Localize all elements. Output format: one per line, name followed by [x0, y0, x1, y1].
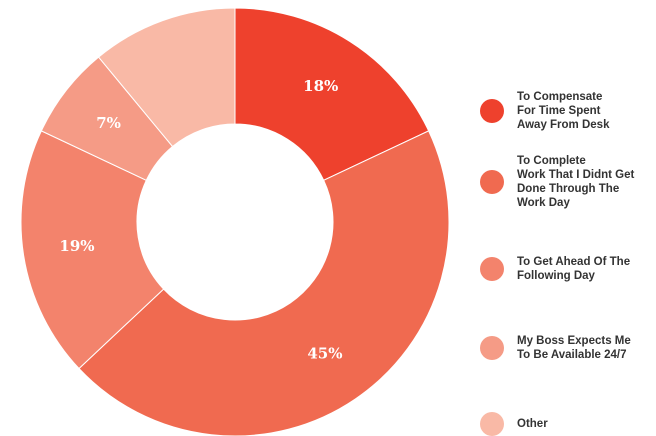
legend-item-get-ahead[interactable]: To Get Ahead Of The Following Day: [480, 255, 653, 283]
legend-swatch-icon: [480, 170, 504, 194]
slice-value-label: 7%: [96, 114, 121, 132]
slice-compensate[interactable]: [234, 7, 430, 181]
legend-item-complete-work[interactable]: To Complete Work That I Didnt Get Done T…: [480, 154, 653, 210]
legend-swatch-icon: [480, 99, 504, 123]
legend-swatch-icon: [480, 336, 504, 360]
legend-swatch-icon: [480, 257, 504, 281]
slice-get-ahead[interactable]: [20, 130, 165, 370]
legend: To Compensate For Time Spent Away From D…: [480, 0, 656, 436]
legend-label: To Get Ahead Of The Following Day: [517, 256, 631, 282]
slice-value-label: 45%: [307, 344, 342, 362]
legend-label: Other: [517, 418, 548, 430]
legend-label: To Complete Work That I Didnt Get Done T…: [517, 155, 635, 209]
legend-item-other[interactable]: Other: [480, 412, 653, 436]
legend-label: To Compensate For Time Spent Away From D…: [517, 91, 610, 131]
legend-item-compensate[interactable]: To Compensate For Time Spent Away From D…: [480, 90, 653, 132]
legend-swatch-icon: [480, 412, 504, 436]
slice-value-label: 19%: [59, 237, 94, 255]
slice-complete-work[interactable]: [78, 130, 450, 436]
legend-item-boss-expects[interactable]: My Boss Expects Me To Be Available 24/7: [480, 334, 653, 362]
slice-value-label: 18%: [303, 77, 338, 95]
legend-label: My Boss Expects Me To Be Available 24/7: [517, 335, 631, 361]
slice-other[interactable]: [97, 7, 236, 148]
